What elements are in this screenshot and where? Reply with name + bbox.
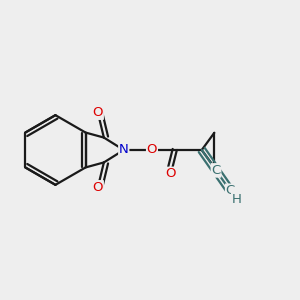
Text: N: N xyxy=(119,143,129,157)
Text: O: O xyxy=(147,143,157,157)
Text: C: C xyxy=(226,184,235,197)
Text: O: O xyxy=(93,181,103,194)
Text: H: H xyxy=(232,193,242,206)
Text: O: O xyxy=(166,167,176,180)
Text: O: O xyxy=(93,106,103,119)
Text: C: C xyxy=(212,164,220,177)
